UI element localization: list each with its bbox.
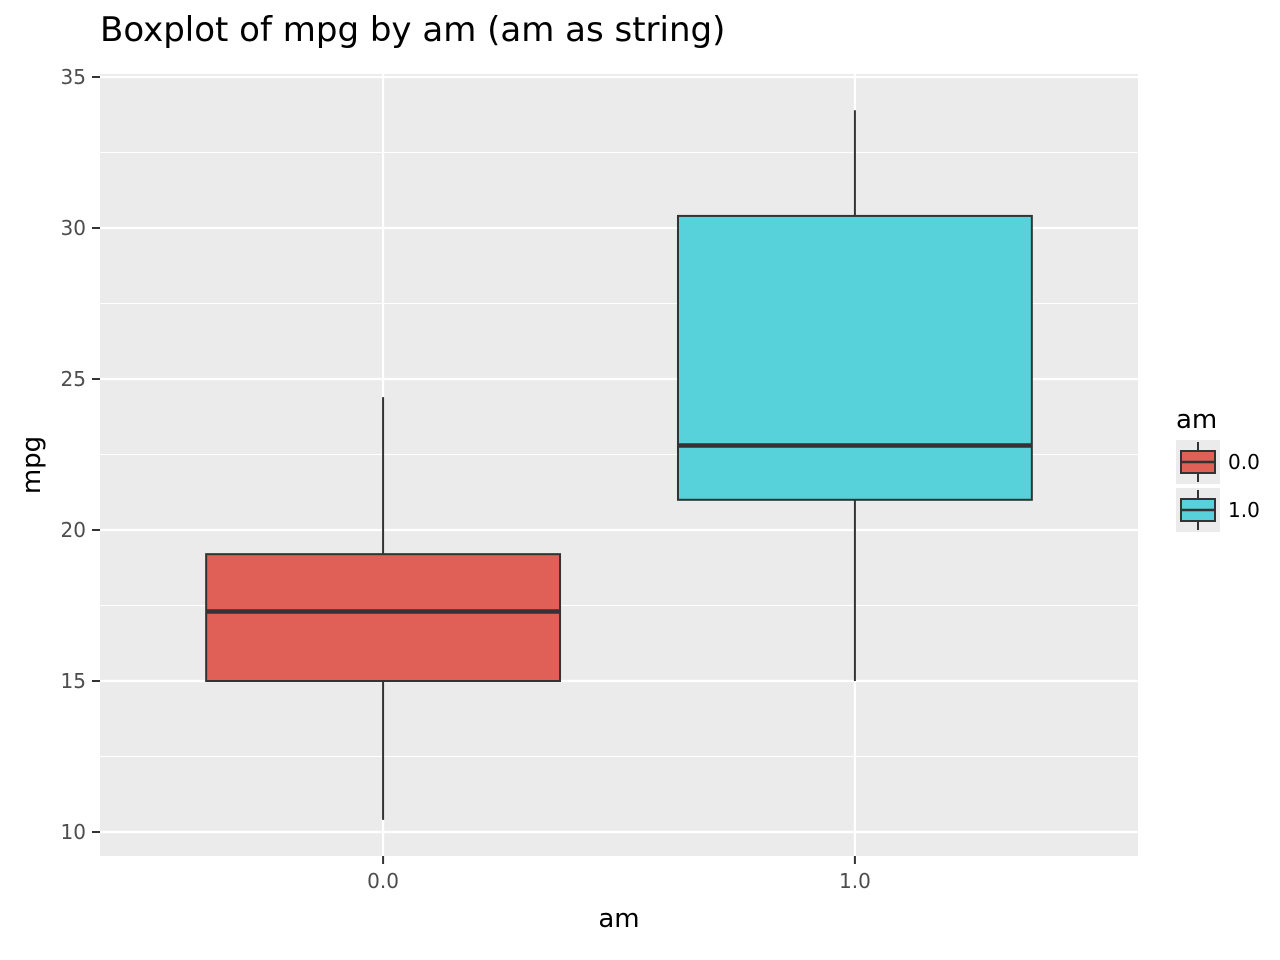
legend-label: 0.0 xyxy=(1228,450,1260,474)
legend-key-1.0 xyxy=(1176,488,1220,532)
y-tick-label: 15 xyxy=(61,669,86,693)
y-tick-label: 35 xyxy=(61,65,86,89)
x-axis: 0.0 1.0 xyxy=(367,856,871,893)
y-axis-title: mpg xyxy=(17,436,47,494)
legend-key-0.0 xyxy=(1176,440,1220,484)
chart-title: Boxplot of mpg by am (am as string) xyxy=(100,10,725,50)
legend-title: am xyxy=(1176,405,1217,435)
box-body xyxy=(676,214,1033,501)
y-tick-label: 25 xyxy=(61,367,86,391)
x-axis-title: am xyxy=(598,904,639,934)
boxes-layer xyxy=(205,110,1033,820)
x-tick-label: 0.0 xyxy=(367,869,399,893)
y-tick-label: 10 xyxy=(61,820,86,844)
y-tick-label: 20 xyxy=(61,518,86,542)
legend: am 0.0 1.0 xyxy=(1176,405,1260,532)
y-tick-label: 30 xyxy=(61,216,86,240)
y-axis: 10 15 20 25 30 35 xyxy=(61,65,100,844)
box-group-0.0 xyxy=(205,397,562,820)
box-body xyxy=(205,553,562,682)
box-group-1.0 xyxy=(676,110,1033,681)
legend-label: 1.0 xyxy=(1228,498,1260,522)
x-tick-label: 1.0 xyxy=(839,869,871,893)
